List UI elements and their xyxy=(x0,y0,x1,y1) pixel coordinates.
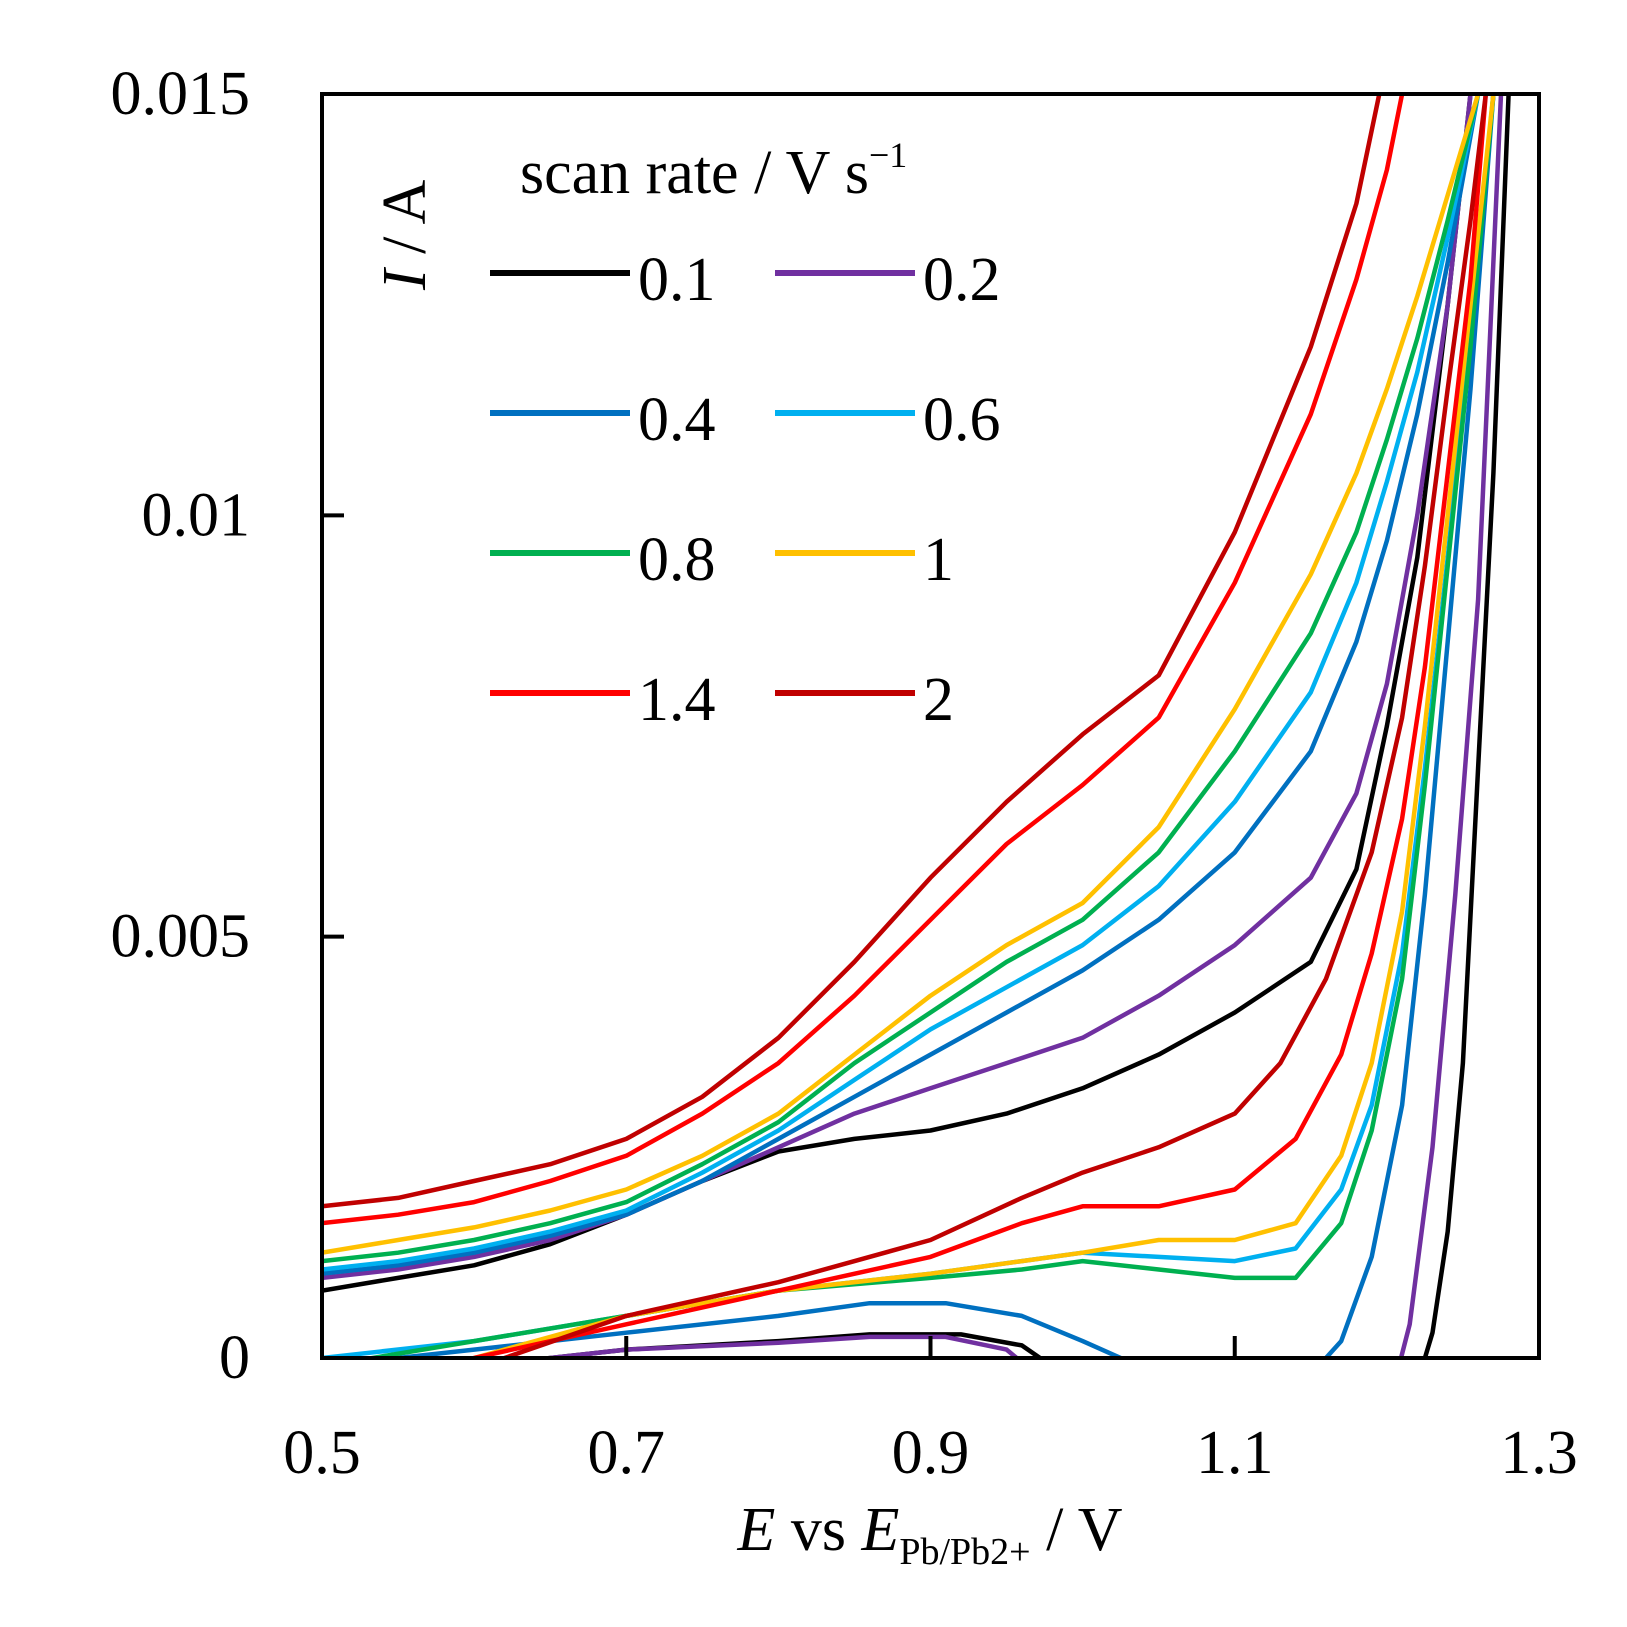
y-axis-label-unit: / A xyxy=(371,180,439,270)
series-0_8-forward-line xyxy=(322,94,1481,1264)
x-tick-label: 0.5 xyxy=(283,1419,361,1487)
series-0_1-forward-line xyxy=(322,94,1473,1293)
series-1-reverse-line xyxy=(471,94,1496,1358)
y-tick-label: 0.01 xyxy=(142,481,251,549)
series-2-forward-line xyxy=(322,94,1382,1209)
x-axis-label-sub: Pb/Pb2+ xyxy=(899,1531,1030,1573)
series-1_4-forward-line xyxy=(322,94,1405,1226)
series-0_2-forward-line xyxy=(322,94,1473,1281)
x-tick-label: 0.7 xyxy=(588,1419,666,1487)
x-tick-label: 1.3 xyxy=(1500,1419,1578,1487)
ticks-layer: 0.5 0.7 0.9 1.1 1.3 0 0.005 0.01 0.015 xyxy=(111,60,1578,1487)
legend-label: 0.2 xyxy=(923,246,1001,314)
legend: scan rate / V s−1 0.1 0.2 0.4 0.6 0.8 1 1.4 2 xyxy=(490,135,1001,734)
legend-title-text: scan rate / V s xyxy=(520,139,869,207)
series-0_4-reverse-line xyxy=(377,94,1496,1358)
x-tick-label: 0.9 xyxy=(892,1419,970,1487)
series-0_2-reverse-line xyxy=(529,94,1504,1358)
legend-label: 0.1 xyxy=(638,246,716,314)
series-layer xyxy=(322,94,1511,1358)
legend-label: 2 xyxy=(923,666,954,734)
y-axis-label: I / A xyxy=(371,180,439,291)
x-axis-label-ref: E xyxy=(860,1496,899,1564)
series-0_6-forward-line xyxy=(322,94,1481,1272)
legend-label: 1 xyxy=(923,526,954,594)
y-tick-label: 0 xyxy=(219,1324,250,1392)
series-1-forward-line xyxy=(322,94,1481,1255)
series-0_4-forward-line xyxy=(322,94,1481,1276)
legend-label: 0.6 xyxy=(923,386,1001,454)
x-axis-label: E vs EPb/Pb2+ / V xyxy=(736,1496,1122,1573)
y-tick-label: 0.015 xyxy=(111,60,251,128)
y-tick-label: 0.005 xyxy=(111,903,251,971)
y-axis-label-symbol: I xyxy=(371,266,439,291)
x-tick-label: 1.1 xyxy=(1196,1419,1274,1487)
legend-title-sup: −1 xyxy=(869,135,907,175)
legend-label: 1.4 xyxy=(638,666,716,734)
series-0_6-reverse-line xyxy=(322,94,1496,1358)
legend-label: 0.4 xyxy=(638,386,716,454)
series-1_4-reverse-line xyxy=(471,94,1489,1358)
legend-title: scan rate / V s−1 xyxy=(520,135,907,207)
x-axis-label-symbol: E xyxy=(736,1496,775,1564)
legend-label: 0.8 xyxy=(638,526,716,594)
x-axis-label-vs: vs xyxy=(775,1496,861,1564)
x-axis-label-unit: / V xyxy=(1031,1496,1123,1564)
series-2-reverse-line xyxy=(502,94,1489,1358)
